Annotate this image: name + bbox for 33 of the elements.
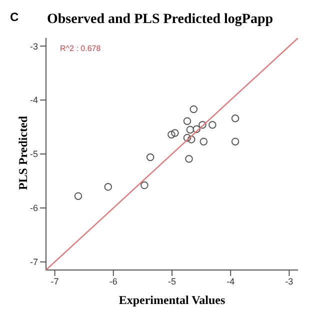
x-tick-label: -7 bbox=[50, 276, 59, 286]
x-tick-label: -5 bbox=[168, 276, 176, 286]
point bbox=[183, 134, 192, 142]
point bbox=[186, 126, 194, 134]
chart-title: Observed and PLS Predicted logPapp bbox=[46, 12, 274, 27]
point bbox=[183, 117, 192, 125]
point bbox=[231, 138, 240, 146]
point bbox=[185, 154, 193, 163]
point bbox=[168, 130, 176, 138]
y-tick-label: -7 bbox=[30, 257, 38, 268]
y-tick-label: -4 bbox=[30, 95, 38, 106]
y-axis-title: PLS Predicted bbox=[16, 116, 30, 190]
point bbox=[171, 129, 179, 137]
point bbox=[187, 136, 196, 144]
x-axis-title: Experimental Values bbox=[118, 293, 226, 308]
text: C bbox=[10, 10, 19, 24]
point bbox=[200, 138, 208, 146]
y-tick-label: -3 bbox=[30, 41, 38, 52]
x-tick-label: -6 bbox=[109, 276, 118, 286]
point bbox=[140, 181, 148, 190]
point bbox=[231, 114, 240, 122]
point bbox=[192, 125, 200, 134]
point bbox=[208, 120, 216, 129]
point bbox=[104, 183, 112, 191]
y-tick-label: -6 bbox=[30, 203, 38, 214]
point bbox=[190, 105, 198, 114]
point bbox=[198, 120, 206, 129]
annotation: R^2 : 0.678 bbox=[60, 44, 101, 53]
x-tick-label: -3 bbox=[285, 276, 294, 286]
y-tick-label: -5 bbox=[30, 149, 38, 160]
point bbox=[146, 153, 154, 162]
point bbox=[74, 192, 82, 200]
x-tick-label: -4 bbox=[226, 276, 235, 286]
